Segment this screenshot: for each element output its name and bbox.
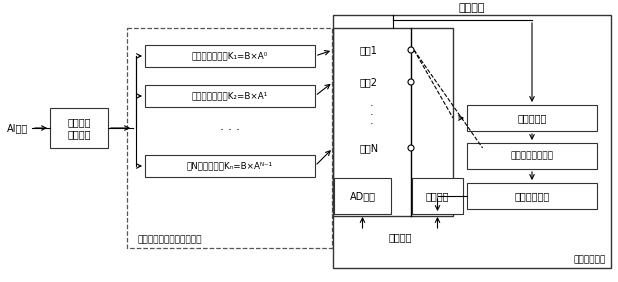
Text: AI输入: AI输入 xyxy=(7,123,28,133)
Bar xyxy=(467,105,597,131)
Text: AD转换: AD转换 xyxy=(350,191,376,201)
Circle shape xyxy=(408,145,414,151)
Text: 采样值分析和比较: 采样值分析和比较 xyxy=(510,151,554,160)
Text: 采样通道预置: 采样通道预置 xyxy=(514,191,549,201)
Text: · · ·: · · · xyxy=(220,124,240,138)
Text: 通道N: 通道N xyxy=(360,143,379,153)
Text: 初级模拟
放大调理: 初级模拟 放大调理 xyxy=(67,117,91,139)
Text: ·
·
·: · · · xyxy=(370,101,374,129)
Circle shape xyxy=(408,79,414,85)
Text: 数字控制电路: 数字控制电路 xyxy=(574,255,606,265)
Text: 第N路放大倍数Kₙ=B×Aᴺ⁻¹: 第N路放大倍数Kₙ=B×Aᴺ⁻¹ xyxy=(187,162,273,171)
Text: 通道选择: 通道选择 xyxy=(426,191,449,201)
Bar xyxy=(127,28,332,248)
Text: 定时触发: 定时触发 xyxy=(388,232,412,242)
Bar xyxy=(333,28,453,216)
Text: 转换完成: 转换完成 xyxy=(459,3,485,13)
Bar xyxy=(467,183,597,209)
Text: 通道1: 通道1 xyxy=(360,45,378,55)
Bar xyxy=(467,143,597,169)
Text: 第一路放大倍数K₁=B×A⁰: 第一路放大倍数K₁=B×A⁰ xyxy=(192,52,268,61)
Bar xyxy=(145,45,315,67)
Bar xyxy=(333,15,611,268)
Bar xyxy=(412,178,463,214)
Bar xyxy=(145,85,315,107)
Text: 通道2: 通道2 xyxy=(360,77,378,87)
Bar xyxy=(50,108,108,148)
Bar xyxy=(334,178,391,214)
Text: 读取采样值: 读取采样值 xyxy=(517,113,547,123)
Text: 并行多路模拟放大调理电路: 并行多路模拟放大调理电路 xyxy=(137,235,201,244)
Bar xyxy=(145,155,315,177)
Text: 第二路放大倍数K₂=B×A¹: 第二路放大倍数K₂=B×A¹ xyxy=(192,91,268,100)
Circle shape xyxy=(408,47,414,53)
